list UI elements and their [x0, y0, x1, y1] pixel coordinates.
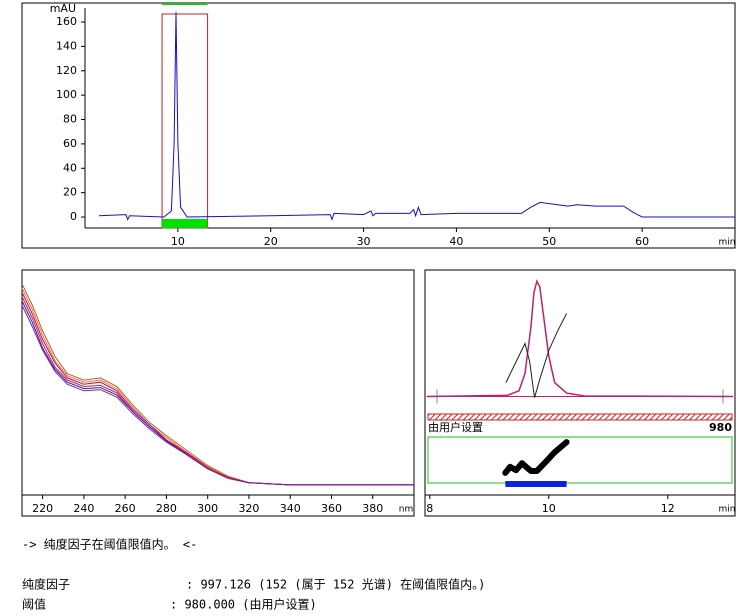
x-tick-label: 8 — [426, 502, 433, 515]
spectrum-line — [21, 296, 414, 486]
x-tick-label: 30 — [357, 235, 371, 248]
x-tick-label: 340 — [280, 502, 301, 515]
y-tick-label: 160 — [56, 15, 77, 28]
x-tick-label: 240 — [73, 502, 94, 515]
y-tick-label: 40 — [63, 161, 77, 174]
purity-range — [505, 481, 567, 487]
purity-frame — [424, 269, 736, 517]
purity-line — [502, 439, 570, 476]
spectra-frame — [21, 269, 415, 517]
y-tick-label: 0 — [70, 210, 77, 223]
y-tick-label: 60 — [63, 137, 77, 150]
x-tick-label: 20 — [264, 235, 278, 248]
chromatogram-frame — [21, 2, 736, 249]
report-label: 纯度因子 — [22, 577, 70, 592]
report-value: : 997.126 (152 (属于 152 光谱) 在阈值限值内。) — [186, 577, 485, 592]
x-tick-label: 220 — [32, 502, 53, 515]
x-tick-label: 10 — [542, 502, 556, 515]
threshold-value: 980 — [709, 421, 732, 434]
y-tick-label: 20 — [63, 186, 77, 199]
spectrum-line — [21, 300, 414, 486]
purity-box — [427, 436, 733, 484]
threshold-label: 由用户设置 — [428, 420, 483, 434]
spectrum-line — [21, 304, 414, 486]
spectrum-line — [21, 287, 414, 486]
x-axis-label: min — [719, 505, 736, 515]
y-tick-label: 120 — [56, 64, 77, 77]
y-axis-label: mAU — [50, 2, 76, 15]
signal-line — [98, 12, 735, 222]
report-message: -> 纯度因子在阈值限值内。 <- — [22, 537, 197, 552]
x-tick-label: 320 — [238, 502, 259, 515]
x-tick-label: 260 — [115, 502, 136, 515]
x-tick-label: 10 — [171, 235, 185, 248]
report-value: : 980.000 (由用户设置) — [170, 597, 317, 612]
x-axis-label: min — [719, 238, 736, 248]
x-tick-label: 380 — [362, 502, 383, 515]
signal-line — [426, 279, 734, 398]
window-bar — [162, 219, 208, 228]
x-tick-label: 40 — [449, 235, 463, 248]
x-tick-label: 50 — [542, 235, 556, 248]
report-label: 阈值 — [22, 597, 46, 612]
x-tick-label: 360 — [321, 502, 342, 515]
y-tick-label: 100 — [56, 88, 77, 101]
x-tick-label: 60 — [635, 235, 649, 248]
x-tick-label: 300 — [197, 502, 218, 515]
x-tick-label: 280 — [156, 502, 177, 515]
x-axis-label: nm — [399, 505, 413, 515]
x-tick-label: 12 — [661, 502, 675, 515]
threshold-strip — [427, 413, 733, 421]
similarity-line — [505, 313, 568, 398]
y-tick-label: 140 — [56, 39, 77, 52]
spectrum-line — [21, 292, 414, 486]
y-tick-label: 80 — [63, 113, 77, 126]
spectrum-line — [21, 283, 414, 486]
purity-window — [161, 13, 209, 229]
